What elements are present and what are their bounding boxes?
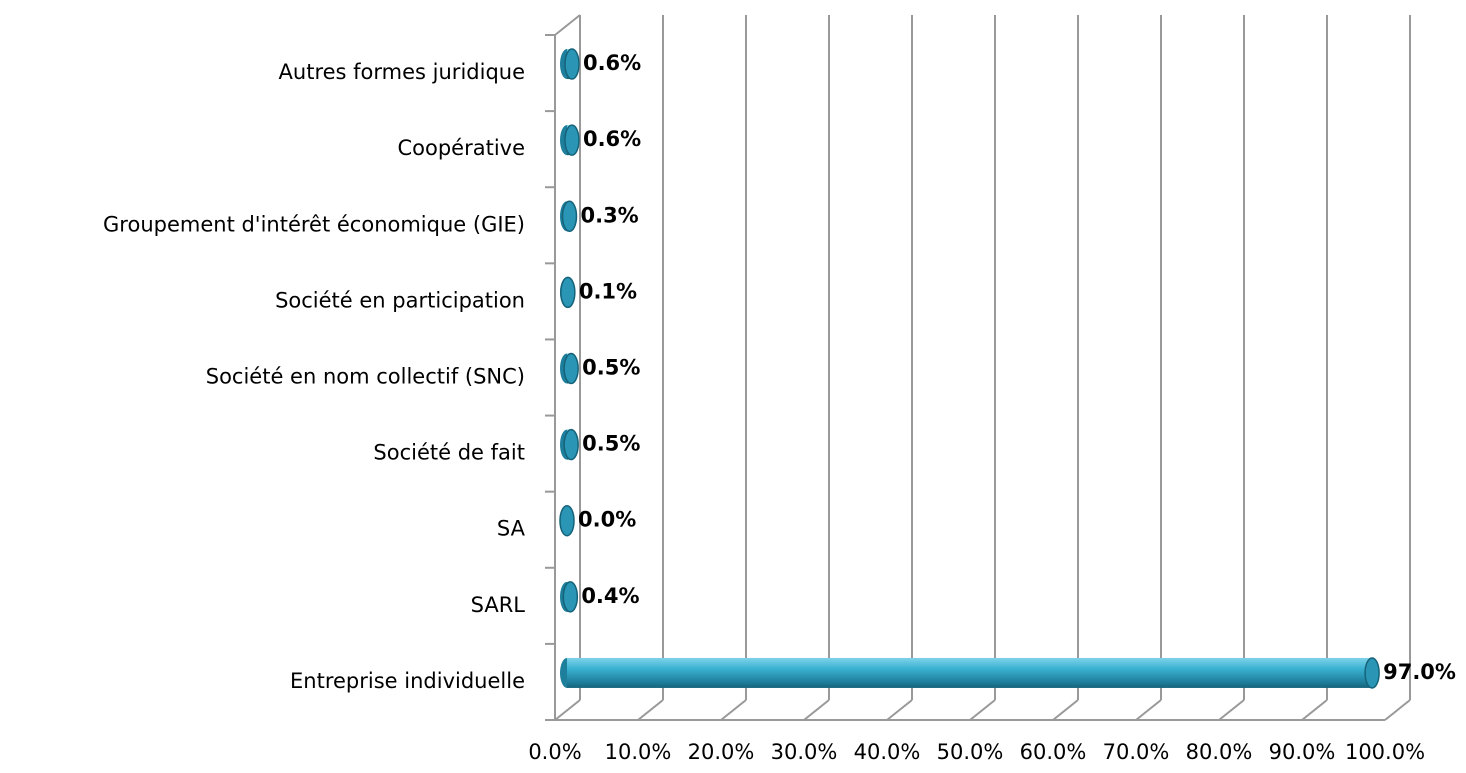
x-tick-label: 40.0% xyxy=(854,740,921,764)
bar xyxy=(559,504,575,537)
value-label: 0.5% xyxy=(582,356,640,380)
x-tick-label: 90.0% xyxy=(1269,740,1336,764)
grid-line xyxy=(969,699,996,721)
y-tick-label: Groupement d'intérêt économique (GIE) xyxy=(103,212,525,236)
bar xyxy=(560,428,579,461)
y-tick-label: Entreprise individuelle xyxy=(290,669,525,693)
grid-line xyxy=(1052,699,1079,721)
bar xyxy=(560,200,578,233)
value-label: 0.1% xyxy=(579,279,637,303)
bar xyxy=(560,352,579,385)
value-label: 0.6% xyxy=(583,51,641,75)
x-tick-label: 60.0% xyxy=(1020,740,1087,764)
axis-wall xyxy=(554,14,581,36)
y-tick-label: Société de fait xyxy=(373,441,525,465)
x-tick-label: 30.0% xyxy=(771,740,838,764)
value-label: 0.3% xyxy=(580,203,638,227)
y-tick-label: SA xyxy=(497,517,526,541)
y-tick-label: Société en participation xyxy=(275,288,525,312)
bar xyxy=(560,124,580,156)
x-tick-label: 20.0% xyxy=(688,740,755,764)
x-tick-label: 70.0% xyxy=(1103,740,1170,764)
y-tick-label: SARL xyxy=(471,593,526,617)
grid-line xyxy=(1301,699,1328,721)
x-tick-label: 10.0% xyxy=(605,740,672,764)
value-label: 0.0% xyxy=(578,508,636,532)
y-tick-label: Coopérative xyxy=(397,136,525,160)
grid-line xyxy=(886,699,913,721)
grid-line xyxy=(637,699,664,721)
grid-line xyxy=(803,699,830,721)
value-label: 0.5% xyxy=(582,432,640,456)
y-tick-label: Autres formes juridique xyxy=(279,60,525,84)
bar xyxy=(560,48,580,80)
bar xyxy=(560,581,579,613)
grid-line xyxy=(1384,699,1411,721)
bar xyxy=(560,657,1380,689)
x-tick-label: 100.0% xyxy=(1345,740,1425,764)
x-tick-label: 50.0% xyxy=(937,740,1004,764)
value-label: 0.6% xyxy=(583,127,641,151)
x-tick-label: 0.0% xyxy=(528,740,581,764)
bar xyxy=(560,276,576,309)
x-tick-label: 80.0% xyxy=(1186,740,1253,764)
value-label: 97.0% xyxy=(1383,660,1456,684)
grid-line xyxy=(1135,699,1162,721)
y-tick-label: Société en nom collectif (SNC) xyxy=(206,365,525,389)
grid-line xyxy=(720,699,747,721)
value-label: 0.4% xyxy=(581,584,639,608)
grid-line xyxy=(1218,699,1245,721)
grid-line xyxy=(554,699,581,721)
